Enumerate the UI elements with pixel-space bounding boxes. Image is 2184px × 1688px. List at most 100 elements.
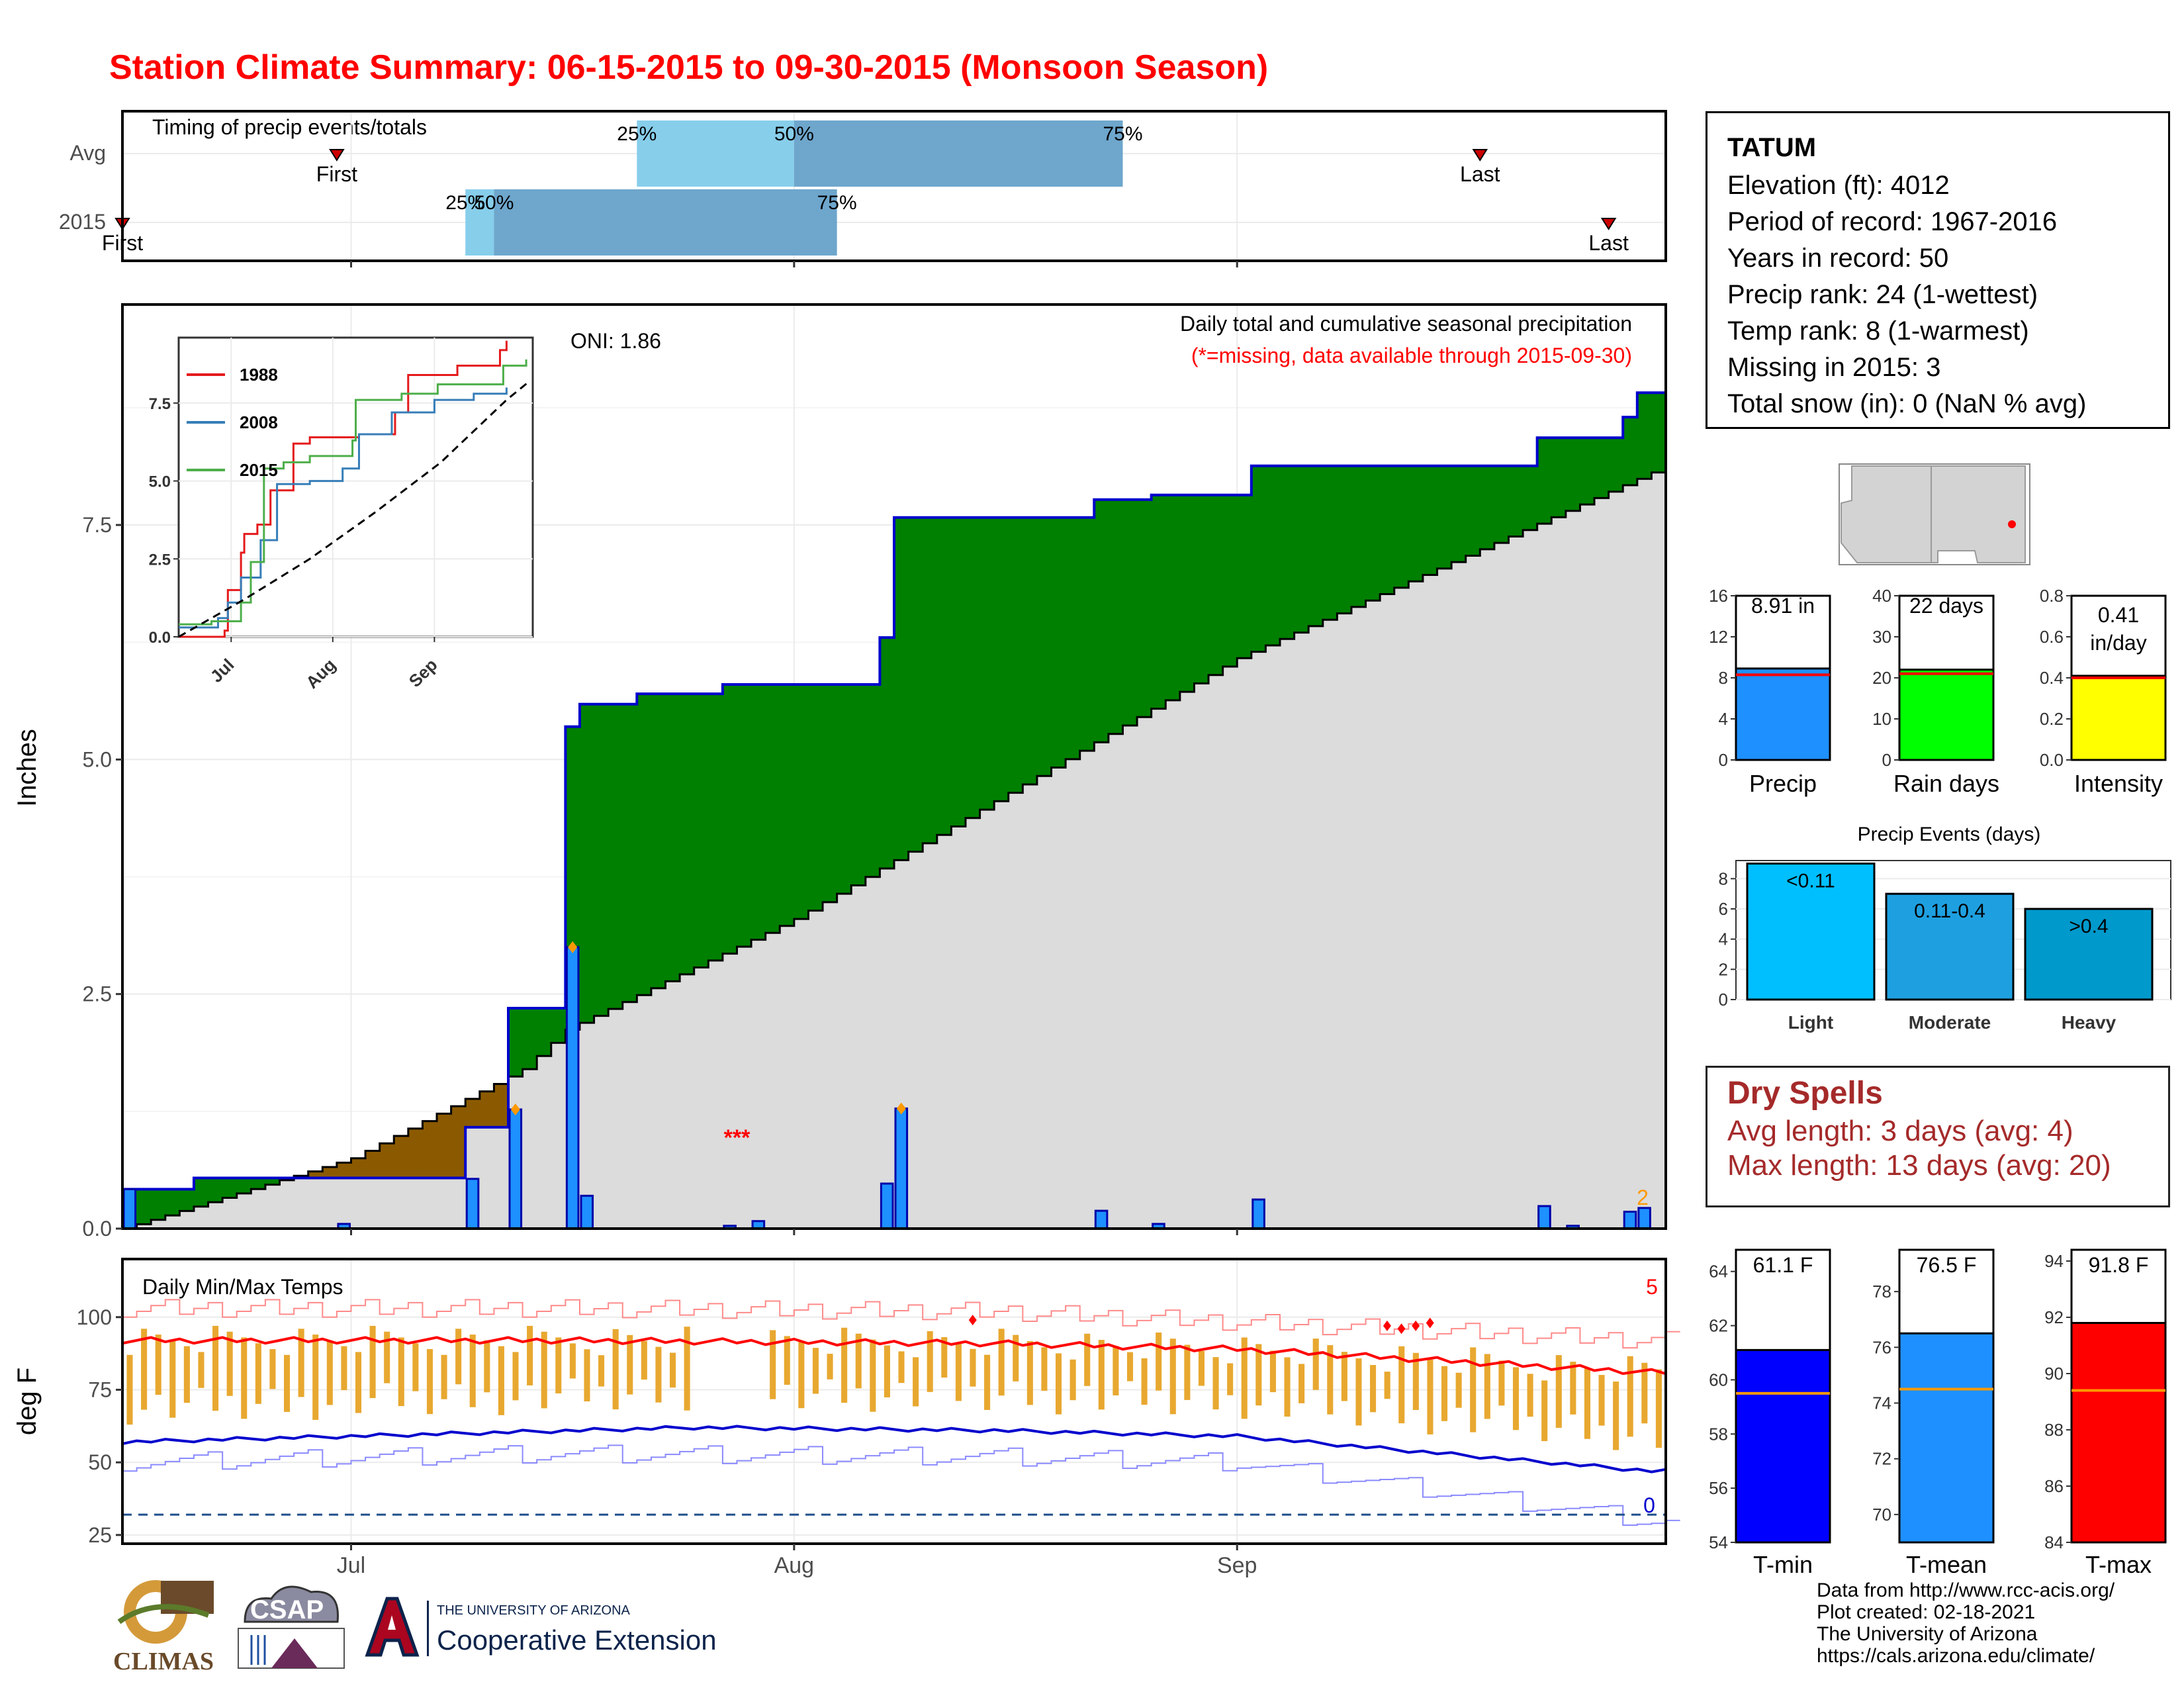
daily-temp-range-bar	[827, 1354, 833, 1380]
dry-spells-avg: Avg length: 3 days (avg: 4)	[1727, 1115, 2073, 1147]
timing-panel: Timing of precip events/totals Avg 2015 …	[59, 110, 1667, 262]
summary-ytick-label: 12	[1709, 627, 1728, 647]
daily-temp-range-bar	[998, 1329, 1005, 1396]
month-label-Aug: Aug	[774, 1553, 815, 1578]
daily-temp-range-bar	[770, 1330, 776, 1399]
events-bar-value-label: >0.4	[2069, 915, 2108, 937]
daily-temp-range-bar	[1041, 1347, 1048, 1391]
temp-box-ytick-label: 84	[2044, 1532, 2064, 1552]
daily-temp-range-bar	[1498, 1360, 1505, 1406]
hot-count-label: 5	[1646, 1275, 1658, 1299]
inset-ytick-label: 5.0	[149, 473, 171, 491]
below-avg-fill	[336, 1162, 351, 1178]
inset-series-2015	[179, 359, 527, 626]
events-bar-value-label: <0.11	[1786, 870, 1835, 892]
daily-temp-range-bar	[1212, 1357, 1219, 1410]
above-avg-fill	[737, 684, 752, 947]
precip-ytick-label: 0.0	[83, 1217, 112, 1241]
summary-box-fill-precip	[1735, 667, 1831, 761]
daily-temp-range-bar	[1227, 1363, 1234, 1395]
precip-count-label: 2	[1637, 1186, 1649, 1209]
daily-temp-range-bar	[1298, 1364, 1305, 1403]
above-avg-fill	[1637, 393, 1652, 479]
summary-ytick-label: 0.8	[2040, 586, 2064, 606]
daily-temp-range-bar	[555, 1337, 562, 1393]
inset-legend-label: 2015	[240, 460, 278, 480]
below-avg-fill	[494, 1084, 509, 1127]
summary-ytick-label: 4	[1719, 709, 1728, 729]
daily-temp-range-bar	[355, 1352, 362, 1413]
precip-frame	[121, 303, 1667, 1230]
above-avg-fill	[1608, 438, 1623, 492]
daily-temp-range-bar	[784, 1336, 790, 1385]
climas-logo: CLIMAS	[109, 1575, 222, 1681]
daily-temp-range-bar	[1484, 1354, 1490, 1419]
above-avg-fill	[1623, 417, 1638, 486]
daily-temp-range-bar	[269, 1349, 276, 1389]
below-avg-fill	[379, 1143, 394, 1178]
above-avg-fill	[894, 517, 909, 861]
above-avg-fill	[665, 694, 680, 982]
summary-box-fill-intensity	[2070, 675, 2167, 761]
temp-box-label: T-min	[1753, 1551, 1813, 1575]
last-event-label: Last	[1460, 162, 1500, 186]
events-bar-heavy	[2024, 908, 2154, 1001]
daily-temp-range-bar	[1527, 1374, 1533, 1417]
inset-legend-label: 2008	[240, 412, 278, 432]
daily-temp-range-bar	[1141, 1358, 1148, 1405]
oni-label: ONI: 1.86	[570, 329, 661, 353]
below-avg-fill	[308, 1171, 323, 1178]
daily-temp-range-bar	[183, 1346, 190, 1403]
quartile-bar-50-75	[794, 120, 1123, 187]
freeze-count-label: 0	[1643, 1493, 1655, 1517]
daily-temp-range-bar	[1198, 1350, 1205, 1386]
events-bar-moderate	[1885, 892, 2015, 1001]
footer-data-source: Data from http://www.rcc-acis.org/	[1817, 1579, 2115, 1601]
above-avg-fill	[651, 694, 666, 988]
above-avg-fill	[1537, 438, 1552, 524]
daily-precip-bar	[880, 1182, 894, 1230]
above-avg-fill	[1494, 465, 1509, 543]
temp-box-label: T-max	[2085, 1551, 2152, 1575]
page-title: Station Climate Summary: 06-15-2015 to 0…	[109, 48, 1269, 87]
daily-temp-range-bar	[369, 1325, 376, 1399]
above-avg-fill	[136, 1189, 152, 1225]
temp-box-fill-t-mean	[1898, 1332, 1995, 1544]
above-avg-fill	[1308, 465, 1324, 626]
events-bar-label: Moderate	[1909, 1012, 1991, 1033]
above-avg-fill	[1222, 494, 1238, 667]
temp-ytick-label: 75	[88, 1378, 112, 1401]
above-avg-fill	[1194, 494, 1209, 684]
quartile-label-75: 75%	[817, 192, 857, 214]
events-bar-label: Heavy	[2062, 1012, 2116, 1033]
daily-temp-range-bar	[798, 1342, 805, 1409]
summary-value-label: 22 days	[1909, 594, 1983, 618]
above-avg-fill	[1451, 465, 1467, 563]
temp-box-ytick-label: 86	[2044, 1476, 2064, 1496]
daily-temp-range-bar	[569, 1343, 576, 1379]
daily-precip-bar	[894, 1107, 909, 1230]
daily-temp-range-bar	[1412, 1352, 1419, 1411]
above-avg-fill	[851, 684, 866, 886]
temp-ylabel: deg F	[13, 1368, 42, 1435]
temp-ytick-label: 50	[88, 1450, 112, 1474]
timing-row-label-avg: Avg	[69, 141, 106, 165]
above-avg-fill	[880, 637, 895, 869]
events-ytick-label: 8	[1719, 868, 1728, 888]
above-avg-fill	[1237, 494, 1252, 659]
above-avg-fill	[208, 1178, 223, 1203]
station-info-box: TATUM Elevation (ft): 4012 Period of rec…	[1706, 111, 2170, 429]
daily-temp-range-bar	[141, 1329, 148, 1410]
above-avg-fill	[265, 1178, 281, 1185]
above-avg-fill	[1480, 465, 1495, 549]
daily-temp-range-bar	[641, 1340, 647, 1380]
daily-temp-range-bar	[1455, 1372, 1462, 1408]
csap-logo-text: CSAP	[250, 1595, 324, 1624]
daily-temp-range-bar	[198, 1352, 205, 1388]
daily-temp-range-bar	[1398, 1346, 1405, 1424]
below-avg-fill	[394, 1136, 409, 1178]
above-avg-fill	[1151, 494, 1166, 709]
above-avg-fill	[1036, 517, 1052, 776]
daily-temp-range-bar	[512, 1352, 519, 1401]
footer-credits: Data from http://www.rcc-acis.org/ Plot …	[1817, 1579, 2115, 1667]
